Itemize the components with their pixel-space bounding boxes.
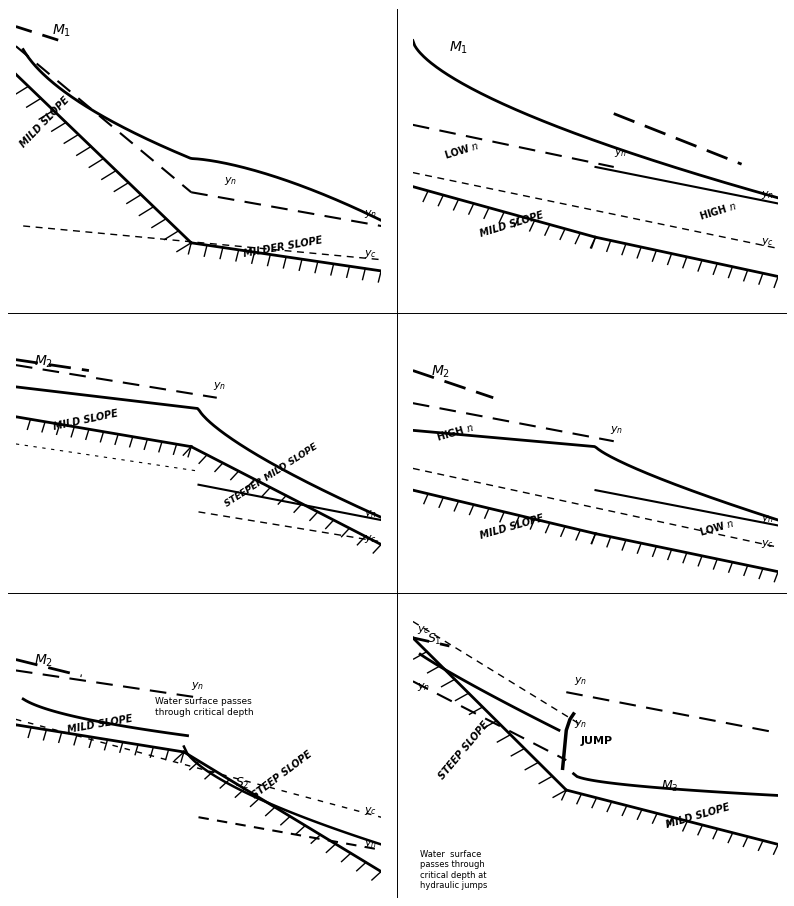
Text: MILD SLOPE: MILD SLOPE <box>665 803 730 830</box>
Text: $y_c$: $y_c$ <box>761 236 774 248</box>
Text: $y_c$: $y_c$ <box>364 533 377 545</box>
Text: JUMP: JUMP <box>581 736 613 746</box>
Text: $y_c$: $y_c$ <box>417 624 430 636</box>
Text: $M_2$: $M_2$ <box>431 364 450 381</box>
Text: $y_n$: $y_n$ <box>610 424 623 436</box>
Text: $y_n$: $y_n$ <box>191 680 204 692</box>
Text: $y_n$: $y_n$ <box>573 718 587 730</box>
Text: $y_n$: $y_n$ <box>364 208 377 220</box>
Text: $y_n$: $y_n$ <box>614 147 627 159</box>
Text: MILD SLOPE: MILD SLOPE <box>67 714 133 735</box>
Text: Water  surface
passes through
critical depth at
hydraulic jumps: Water surface passes through critical de… <box>420 850 488 890</box>
Text: MILD SLOPE: MILD SLOPE <box>479 210 545 239</box>
Text: $S_2$: $S_2$ <box>235 776 249 792</box>
Text: Water surface passes
through critical depth: Water surface passes through critical de… <box>155 698 253 717</box>
Text: STEEPER MILD SLOPE: STEEPER MILD SLOPE <box>224 442 319 508</box>
Text: $y_n$: $y_n$ <box>761 188 774 200</box>
Text: HIGH $n$: HIGH $n$ <box>435 421 476 443</box>
Text: MILD SLOPE: MILD SLOPE <box>479 514 545 541</box>
Text: $S_1$: $S_1$ <box>427 632 442 648</box>
Text: $y_n$: $y_n$ <box>224 175 237 187</box>
Text: $M_1$: $M_1$ <box>52 23 71 39</box>
Text: $M_3$: $M_3$ <box>661 779 679 795</box>
Text: MILDER SLOPE: MILDER SLOPE <box>242 235 323 259</box>
Text: LOW $n$: LOW $n$ <box>442 139 480 160</box>
Text: $M_2$: $M_2$ <box>34 653 53 670</box>
Text: $y_n$: $y_n$ <box>761 514 774 525</box>
Text: $y_n$: $y_n$ <box>213 381 226 392</box>
Text: $y_n$: $y_n$ <box>573 675 587 687</box>
Text: LOW $n$: LOW $n$ <box>698 516 736 538</box>
Text: MILD SLOPE: MILD SLOPE <box>52 409 119 432</box>
Text: HIGH $n$: HIGH $n$ <box>698 199 738 222</box>
Text: $y_c$: $y_c$ <box>364 247 377 260</box>
Text: $y_n$: $y_n$ <box>364 838 377 850</box>
Text: MILD SLOPE: MILD SLOPE <box>18 95 71 149</box>
Text: $M_2$: $M_2$ <box>34 353 53 370</box>
Text: $y_c$: $y_c$ <box>364 805 377 817</box>
Text: $y_c$: $y_c$ <box>761 538 774 550</box>
Text: $y_n$: $y_n$ <box>417 681 430 693</box>
Text: $y_n$: $y_n$ <box>364 508 377 520</box>
Text: $M_1$: $M_1$ <box>449 40 468 56</box>
Text: STEEP SLOPE: STEEP SLOPE <box>251 748 314 800</box>
Text: STEEP SLOPE: STEEP SLOPE <box>437 719 491 781</box>
